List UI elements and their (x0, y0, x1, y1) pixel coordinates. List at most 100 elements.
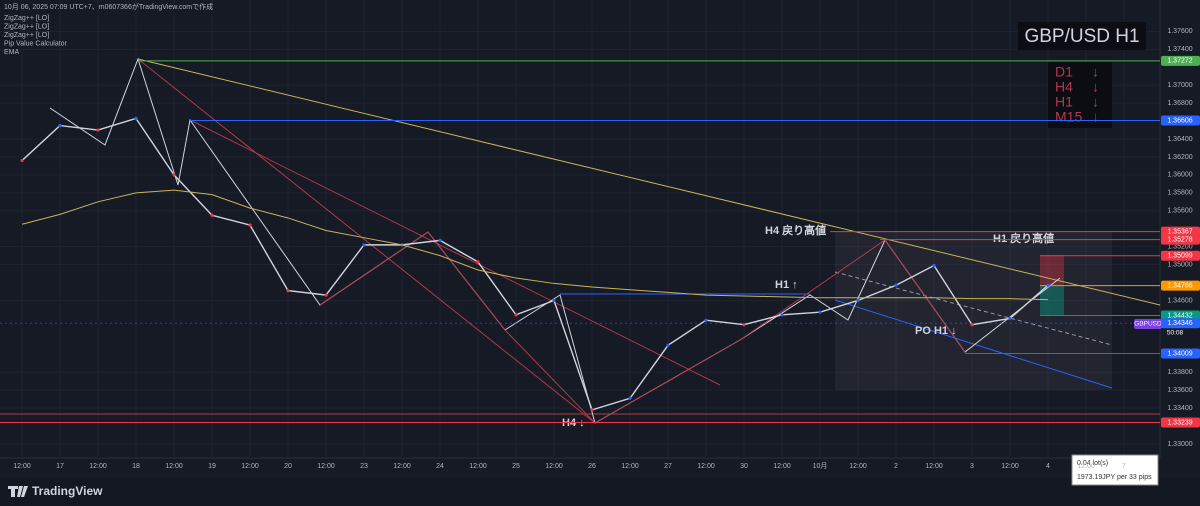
indicator-name: ZigZag++ [LO] (4, 32, 49, 39)
x-tick-label: 19 (208, 463, 216, 470)
price-label: 1.34346 (1167, 320, 1192, 327)
x-tick-label: 12:00 (1001, 463, 1019, 470)
x-tick-label: 12:00 (469, 463, 487, 470)
indicator-list: ZigZag++ [LO]ZigZag++ [LO]ZigZag++ [LO]P… (4, 15, 68, 56)
x-tick-label: 12:00 (925, 463, 943, 470)
price-label-bg (1161, 318, 1200, 329)
chart-bg (0, 0, 1200, 478)
y-tick-label: 1.36200 (1167, 154, 1192, 161)
zone (835, 232, 1112, 390)
price-label: 1.35278 (1167, 237, 1192, 244)
price-label-bg (1161, 280, 1200, 291)
indicator-name: Pip Value Calculator (4, 40, 68, 47)
x-tick-label: 18 (132, 463, 140, 470)
x-tick-label: 10月 (813, 462, 828, 470)
x-tick-label: 7 (1122, 463, 1126, 470)
price-point (514, 313, 518, 317)
price-point (932, 263, 936, 268)
channel-line (834, 299, 1113, 389)
timeframe-dir: ↓ (1092, 79, 1099, 95)
price-point (856, 298, 860, 303)
price-point (742, 323, 746, 327)
pip-box (1071, 454, 1159, 486)
y-tick-label: 1.37600 (1167, 28, 1192, 35)
price-label: 1.35099 (1167, 253, 1192, 260)
price-point (172, 173, 176, 177)
x-tick-label: 12:00 (317, 463, 335, 470)
indicator-name: ZigZag++ [LO] (4, 15, 49, 22)
price-line (21, 117, 1049, 411)
price-label-bg (1161, 348, 1200, 359)
y-tick-label: 1.33800 (1167, 369, 1192, 376)
x-tick-label: 20 (284, 463, 292, 470)
price-label: 1.34009 (1167, 350, 1192, 357)
timeframe-dir: ↓ (1092, 94, 1099, 110)
price-point (628, 396, 632, 400)
x-tick-label: 30 (740, 463, 748, 470)
x-tick-label: 12:00 (89, 463, 107, 470)
y-tick-label: 1.35600 (1167, 208, 1192, 215)
timeframe: H1 (1055, 94, 1073, 110)
trend-line (189, 119, 721, 386)
y-tick-label: 1.35800 (1167, 190, 1192, 197)
price-point (590, 408, 594, 412)
x-tick-label: 12:00 (621, 463, 639, 470)
price-label: 1.33239 (1167, 419, 1192, 426)
price-point (780, 313, 784, 317)
price-point (324, 293, 328, 297)
timeframe-dir: ↓ (1092, 109, 1099, 125)
footer-brand: TradingView (32, 484, 103, 498)
price-point (970, 323, 974, 327)
price-point (20, 158, 24, 163)
trend-line (137, 58, 596, 424)
y-tick-label: 1.36400 (1167, 136, 1192, 143)
price-point (96, 128, 100, 132)
price-label-bg (1161, 234, 1200, 245)
x-tick-label: 2 (894, 463, 898, 470)
price-label-bg (1161, 310, 1200, 321)
timeframe-box (1048, 62, 1112, 128)
x-tick-label: 26 (588, 463, 596, 470)
price-point (704, 318, 708, 322)
price-point (1046, 283, 1050, 287)
caption: 10月 06, 2025 07:09 UTC+7、m0607366がTradin… (4, 2, 213, 11)
x-tick-label: 17 (56, 463, 64, 470)
price-point (248, 223, 252, 227)
price-point (1008, 316, 1012, 321)
price-label-bg (1161, 55, 1200, 66)
price-point (134, 116, 138, 120)
annotation: H1 ↑ (775, 279, 798, 291)
annotation: H4 戻り高値 (765, 223, 826, 237)
y-tick-label: 1.35200 (1167, 244, 1192, 251)
x-tick-label: 12:00 (165, 463, 183, 470)
timeframe: D1 (1055, 64, 1073, 80)
price-label: 1.37272 (1167, 58, 1192, 65)
symbol-title: GBP/USD H1 (1024, 26, 1139, 47)
price-point (58, 123, 62, 128)
annotation: PO H1 ↓ (915, 325, 957, 337)
x-tick-label: 12:00 (697, 463, 715, 470)
timeframe-dir: ↓ (1092, 64, 1099, 80)
price-label: 1.34766 (1167, 282, 1192, 289)
x-tick-label: 12:00 (1077, 463, 1095, 470)
x-tick-label: 4 (1046, 463, 1050, 470)
channel-line (834, 271, 1113, 346)
x-tick-label: 25 (512, 463, 520, 470)
pip-text: 0.04 lot(s) (1077, 460, 1108, 467)
y-tick-label: 1.33000 (1167, 441, 1192, 448)
x-tick-label: 12:00 (241, 463, 259, 470)
y-tick-label: 1.34600 (1167, 297, 1192, 304)
price-point (362, 243, 366, 247)
price-point (286, 289, 290, 293)
price-label-bg (1161, 250, 1200, 261)
y-tick-label: 1.33400 (1167, 405, 1192, 412)
trend-line (137, 58, 1161, 306)
price-label-bg (1161, 115, 1200, 126)
symbol-box (1018, 22, 1146, 50)
pip-text: 1973.19JPY per 33 pips (1077, 474, 1152, 481)
price-label: 1.34432 (1167, 312, 1192, 319)
indicator-name: ZigZag++ [LO] (4, 23, 49, 30)
x-tick-label: 24 (436, 463, 444, 470)
indicator-name: EMA (4, 49, 20, 56)
